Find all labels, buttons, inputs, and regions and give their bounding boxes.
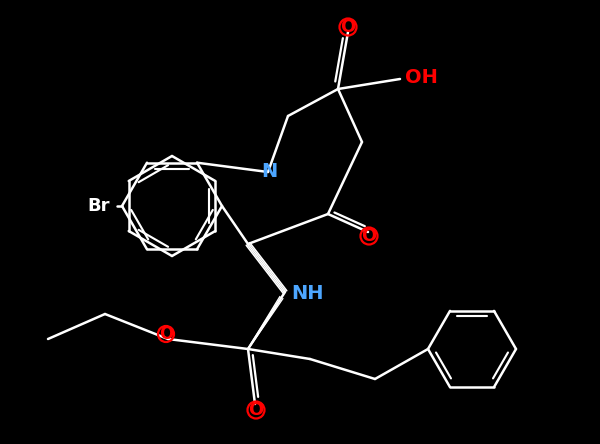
Text: OH: OH [405, 67, 438, 87]
Text: NH: NH [291, 284, 323, 302]
Text: O: O [361, 227, 377, 245]
Text: O: O [340, 18, 356, 36]
Text: O: O [159, 325, 173, 343]
Text: Br: Br [88, 197, 110, 215]
Text: N: N [261, 162, 277, 181]
Text: O: O [248, 401, 263, 419]
